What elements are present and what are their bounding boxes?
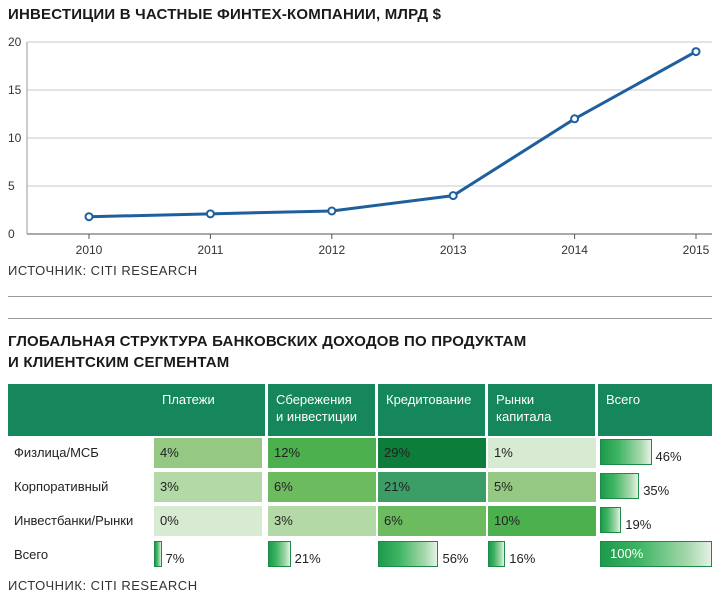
col-header-lending: Кредитование — [386, 392, 472, 407]
total-bar — [488, 541, 506, 567]
totals-row: Всего 7% 21% 56% 16% 100% — [8, 538, 712, 572]
col-header-savings: Сбережения и инвестиции — [276, 392, 357, 424]
col-header-payments: Платежи — [162, 392, 215, 407]
row-label: Физлица/МСБ — [14, 445, 99, 460]
x-tick-label: 2011 — [197, 243, 223, 257]
x-tick-label: 2014 — [561, 243, 588, 257]
header-separator — [265, 384, 268, 436]
total-bar-label: 35% — [643, 483, 670, 498]
total-bar-label: 7% — [165, 551, 185, 566]
table-title-line2: И КЛИЕНТСКИМ СЕГМЕНТАМ — [8, 354, 230, 371]
table-cell: 6% — [268, 472, 376, 502]
line-chart-source: ИСТОЧНИК: CITI RESEARCH — [8, 263, 198, 278]
table-cell: 5% — [488, 472, 596, 502]
divider — [8, 296, 712, 297]
header-separator — [595, 384, 598, 436]
table-title-line1: ГЛОБАЛЬНАЯ СТРУКТУРА БАНКОВСКИХ ДОХОДОВ … — [8, 333, 527, 350]
table-cell: 0% — [154, 506, 262, 536]
data-point — [84, 212, 94, 222]
total-bar — [268, 541, 291, 567]
data-point — [205, 209, 215, 219]
data-point — [327, 206, 337, 216]
row-label: Всего — [14, 547, 49, 562]
header-separator — [485, 384, 488, 436]
data-point — [448, 191, 458, 201]
total-bar-label: 16% — [509, 551, 536, 566]
table-source: ИСТОЧНИК: CITI RESEARCH — [8, 578, 198, 593]
y-tick-label: 15 — [8, 83, 22, 97]
table-cell: 29% — [378, 438, 486, 468]
data-point — [570, 114, 580, 124]
total-bar-label: 19% — [625, 517, 652, 532]
total-bar — [600, 507, 622, 533]
total-bar-label: 100% — [610, 546, 644, 561]
table-header: Платежи Сбережения и инвестиции Кредитова… — [8, 384, 712, 436]
table-cell: 4% — [154, 438, 262, 468]
table-cell: 21% — [378, 472, 486, 502]
y-tick-label: 10 — [8, 131, 22, 145]
table-cell: 3% — [268, 506, 376, 536]
x-tick-label: 2010 — [76, 243, 103, 257]
line-chart: 0 5 10 15 20 2010 2011 2012 2013 2014 2015 — [8, 35, 712, 257]
total-bar — [154, 541, 162, 567]
total-bar — [378, 541, 439, 567]
row-label: Инвестбанки/Рынки — [14, 513, 134, 528]
header-separator — [375, 384, 378, 436]
table-row: Физлица/МСБ 4% 12% 29% 1% 46% — [8, 436, 712, 470]
data-point — [691, 47, 701, 57]
x-tick-label: 2015 — [683, 243, 710, 257]
y-tick-label: 5 — [8, 179, 15, 193]
col-header-capital-markets: Рынки капитала — [496, 392, 552, 424]
row-label: Корпоративный — [14, 479, 109, 494]
col-header-total: Всего — [606, 392, 641, 407]
table-row: Инвестбанки/Рынки 0% 3% 6% 10% 19% — [8, 504, 712, 538]
divider — [8, 318, 712, 319]
series-line — [88, 50, 697, 219]
x-tick-label: 2013 — [440, 243, 467, 257]
x-tick-label: 2012 — [318, 243, 345, 257]
line-chart-title: ИНВЕСТИЦИИ В ЧАСТНЫЕ ФИНТЕХ-КОМПАНИИ, МЛ… — [8, 6, 442, 23]
table-cell: 6% — [378, 506, 486, 536]
y-tick-label: 20 — [8, 35, 22, 49]
total-bar-label: 21% — [294, 551, 321, 566]
total-bar-label: 46% — [655, 449, 682, 464]
table-row: Корпоративный 3% 6% 21% 5% 35% — [8, 470, 712, 504]
table-cell: 10% — [488, 506, 596, 536]
table-cell: 12% — [268, 438, 376, 468]
total-bar — [600, 439, 652, 465]
y-tick-label: 0 — [8, 227, 15, 241]
total-bar — [600, 473, 640, 499]
table-cell: 1% — [488, 438, 596, 468]
total-bar — [600, 541, 712, 567]
total-bar-label: 56% — [442, 551, 469, 566]
table-cell: 3% — [154, 472, 262, 502]
